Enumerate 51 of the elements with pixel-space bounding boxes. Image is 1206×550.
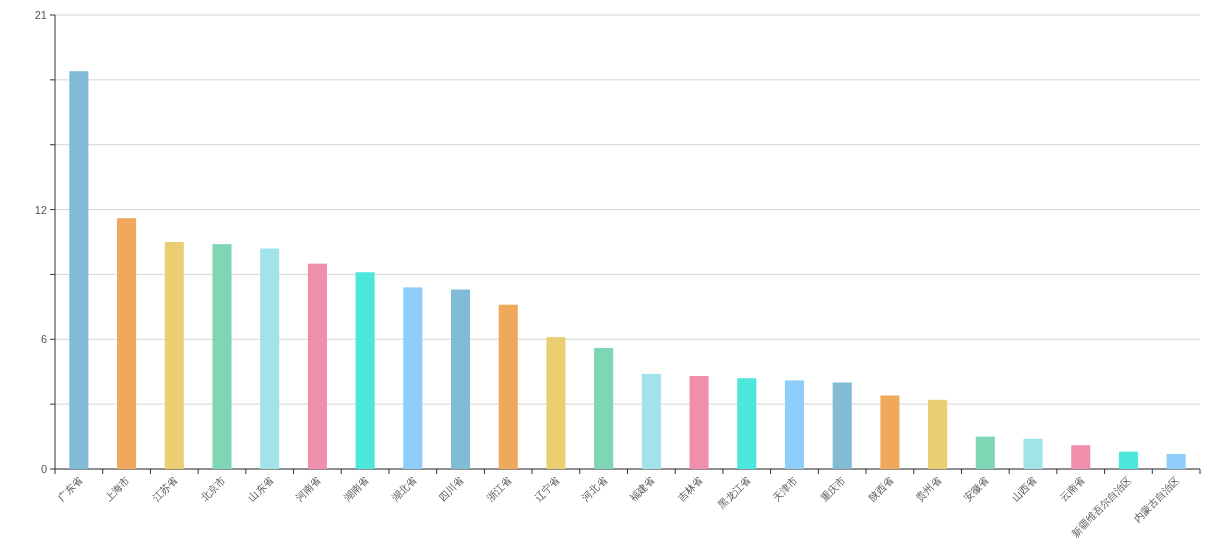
x-tick-label: 山西省: [1009, 474, 1039, 504]
x-tick-label: 四川省: [436, 474, 466, 504]
bar: [641, 373, 661, 469]
bar: [260, 248, 280, 469]
x-tick-label: 黑龙江省: [716, 474, 753, 511]
x-tick-label: 吉林省: [675, 474, 705, 504]
x-tick-label: 天津市: [770, 474, 800, 504]
x-tick-label: 广东省: [55, 474, 85, 504]
x-tick-label: 湖南省: [341, 474, 371, 504]
x-tick-label: 云南省: [1057, 474, 1087, 504]
x-tick-label: 辽宁省: [532, 474, 562, 504]
bar: [450, 289, 471, 469]
bar: [212, 244, 232, 469]
x-tick-label: 上海市: [102, 474, 132, 504]
x-tick-label: 山东省: [246, 474, 276, 504]
bar: [355, 272, 375, 469]
x-tick-label: 江苏省: [150, 474, 180, 504]
bar: [1071, 445, 1091, 469]
y-tick-label: 12: [34, 203, 47, 216]
bar: [928, 399, 948, 469]
bar: [689, 376, 709, 469]
x-tick-label: 安徽省: [961, 474, 991, 504]
bar: [164, 242, 184, 469]
bar: [546, 337, 566, 469]
x-tick-label: 陕西省: [866, 474, 896, 504]
bar: [784, 380, 805, 469]
bar: [498, 304, 518, 469]
x-tick-label: 北京市: [198, 474, 228, 504]
x-tick-label: 浙江省: [484, 474, 514, 504]
bar: [737, 378, 757, 469]
bar: [117, 218, 137, 469]
x-tick-label: 河北省: [580, 474, 610, 504]
x-tick-label: 贵州省: [914, 474, 944, 504]
y-tick-label: 0: [40, 463, 47, 475]
bar: [1023, 438, 1043, 469]
x-tick-label: 河南省: [293, 474, 323, 504]
x-tick-label: 福建省: [627, 474, 657, 504]
bar: [1166, 453, 1186, 469]
x-tick-label: 湖北省: [389, 474, 419, 504]
y-tick-label: 21: [34, 9, 47, 21]
y-tick-label: 6: [40, 333, 47, 346]
bar: [594, 347, 614, 469]
bar: [1118, 451, 1138, 469]
bar: [975, 436, 995, 469]
x-tick-label: 内蒙古自治区: [1131, 474, 1182, 525]
x-tick-label: 重庆市: [818, 474, 848, 504]
bar: [832, 382, 852, 469]
bar: [403, 287, 423, 469]
bar: [69, 71, 89, 469]
bar: [880, 395, 900, 469]
bar: [307, 263, 327, 469]
